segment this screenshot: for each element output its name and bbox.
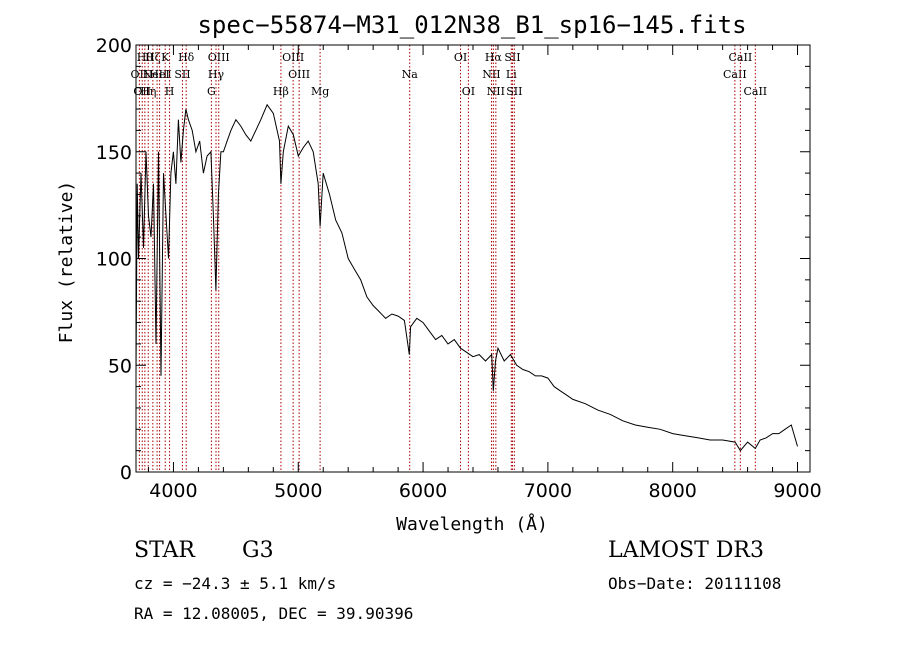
survey-label: LAMOST DR3 (608, 538, 764, 563)
line-label: K (161, 51, 170, 64)
redshift-text: cz = −24.3 ± 5.1 km/s (134, 574, 337, 593)
line-label: OIII (288, 68, 310, 81)
line-label: SII (506, 85, 522, 98)
subclass-label: G3 (242, 538, 274, 563)
y-axis-label: Flux (relative) (56, 181, 77, 344)
line-label: Hβ (273, 85, 289, 98)
x-tick-label: 7000 (524, 480, 572, 502)
line-label: Hη (140, 85, 156, 98)
line-label: SII (504, 51, 520, 64)
line-label: NII (482, 68, 500, 81)
line-label: Hζ (145, 51, 161, 64)
spectrum-line (135, 103, 798, 452)
obs-date-text: Obs−Date: 20111108 (608, 574, 782, 593)
y-tick-label: 100 (96, 249, 132, 271)
line-label: CaII (723, 68, 747, 81)
line-label: Na (402, 68, 419, 81)
line-label: NeIII (143, 68, 172, 81)
line-label: Mg (311, 85, 329, 98)
line-label: OII (133, 85, 151, 98)
line-label: H (165, 85, 175, 98)
line-label: NII (487, 85, 505, 98)
line-label: OI (462, 85, 475, 98)
class-label: STAR (134, 538, 195, 563)
y-tick-label: 0 (120, 462, 132, 484)
coordinates-text: RA = 12.08005, DEC = 39.90396 (134, 604, 414, 623)
line-label: OII (131, 68, 149, 81)
chart-title: spec−55874−M31_012N38_B1_sp16−145.fits (197, 11, 746, 39)
plot-frame (135, 44, 811, 473)
line-label: Hα (485, 51, 503, 64)
x-tick-label: 4000 (149, 480, 197, 502)
x-axis-label: Wavelength (Å) (396, 513, 548, 535)
x-tick-label: 6000 (399, 480, 447, 502)
line-label: OIII (208, 51, 230, 64)
y-tick-label: 200 (96, 35, 132, 57)
line-label: Hθ (137, 51, 154, 64)
x-tick-label: 9000 (773, 480, 821, 502)
line-label: Hγ (208, 68, 225, 81)
axis-ticks: 4000 5000 6000 7000 8000 9000 0 50 100 150 200 (96, 35, 822, 502)
line-label: Hδ (178, 51, 195, 64)
x-tick-label: 8000 (649, 480, 697, 502)
line-label: CaII (729, 51, 753, 64)
line-label: SII (174, 68, 190, 81)
x-tick-label: 5000 (274, 480, 322, 502)
line-label: Li (506, 68, 517, 81)
line-label: HeI (149, 68, 169, 81)
line-label: OIII (282, 51, 304, 64)
line-label: CaII (743, 85, 767, 98)
y-tick-label: 150 (96, 142, 132, 164)
y-tick-label: 50 (108, 355, 132, 377)
line-label: G (207, 85, 216, 98)
line-label: OI (454, 51, 467, 64)
